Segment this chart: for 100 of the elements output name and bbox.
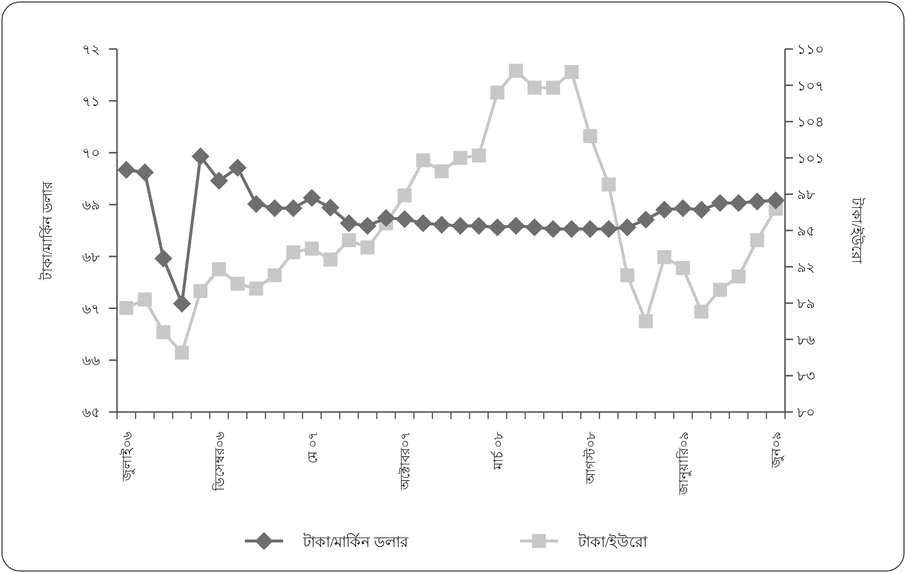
y2-tick-label: ১১০ [797, 43, 824, 58]
y-tick-label: ৬৬ [82, 354, 100, 370]
point [396, 210, 414, 228]
point [340, 214, 358, 232]
point [321, 198, 340, 217]
point [583, 129, 598, 144]
point [138, 292, 152, 306]
point [620, 268, 634, 282]
point [638, 314, 653, 328]
y2-tick-label: ১০১ [797, 152, 824, 167]
point [302, 188, 321, 207]
point [432, 216, 451, 234]
point [711, 194, 730, 212]
y-tick-label: ৭২ [82, 43, 100, 58]
y2-tick-label: ১০৪ [797, 116, 824, 131]
point [358, 216, 376, 235]
point [360, 240, 374, 254]
point [766, 191, 785, 210]
x-tick-label: জুন০৯ [768, 432, 785, 469]
point [268, 268, 282, 282]
point [490, 86, 504, 100]
point [544, 220, 562, 238]
y2-tick-label: ৯৮ [797, 188, 815, 204]
point [228, 158, 247, 177]
point [636, 210, 655, 229]
point [434, 164, 449, 178]
y-tick-label: ৬৭ [82, 302, 100, 318]
point [304, 242, 319, 256]
x-tick-label: জুলাই০৬ [119, 431, 136, 482]
point [416, 153, 430, 168]
y2-tick-label: ৯৫ [797, 224, 815, 240]
point [192, 147, 210, 166]
point [323, 252, 338, 267]
point [730, 194, 748, 212]
point [398, 188, 412, 202]
point [676, 261, 690, 276]
point [247, 195, 266, 214]
point [174, 346, 189, 360]
point [694, 304, 708, 319]
point [657, 250, 672, 264]
y-axis-title: টাকা/মার্কিন ডলার [39, 180, 56, 282]
point [508, 64, 523, 78]
y-tick-label: ৭১ [82, 94, 100, 110]
y-tick-label: ৬৮ [82, 250, 100, 266]
y2-tick-label: ৮৩ [797, 370, 815, 385]
y2-tick-label: ৮৬ [797, 333, 815, 348]
point [506, 216, 525, 235]
y2-axis-title: টাকা/ইউরো [848, 196, 865, 264]
point [342, 233, 356, 248]
y2-tick-label: ৯২ [797, 260, 815, 276]
point [117, 160, 136, 179]
point [230, 276, 245, 291]
point [284, 199, 302, 218]
point [453, 150, 468, 165]
point [154, 250, 172, 268]
point [546, 80, 560, 95]
point [600, 220, 618, 238]
point [692, 200, 710, 219]
point [748, 192, 766, 210]
point [618, 218, 636, 236]
point [212, 262, 226, 276]
point [286, 245, 300, 260]
point [488, 218, 506, 236]
point [472, 148, 486, 162]
point [156, 325, 170, 340]
point [564, 64, 579, 79]
point [562, 220, 581, 238]
x-tick-label: ডিসেম্বর০৬ [212, 431, 228, 492]
point [249, 282, 264, 296]
y-tick-label: ৬৫ [82, 406, 100, 421]
x-tick-label: মে ০৭ [304, 432, 320, 464]
x-tick-label: মার্চ ০৮ [490, 431, 506, 470]
point [674, 199, 692, 218]
y2-tick-label: ৮৯ [797, 297, 815, 312]
point [266, 199, 284, 218]
point [470, 216, 488, 235]
point [528, 80, 542, 95]
point [119, 300, 134, 315]
point [451, 216, 470, 235]
point [194, 284, 208, 298]
legend-label: টাকা/মার্কিন ডলার [302, 533, 409, 551]
x-tick-label: আগস্ট০৮ [583, 431, 598, 485]
point [377, 209, 396, 228]
point [172, 294, 191, 313]
y-tick-label: ৭০ [82, 146, 100, 162]
y2-tick-label: ৮০ [797, 406, 815, 421]
point [655, 200, 674, 219]
x-tick-label: অক্টোবর০৭ [398, 432, 413, 491]
point [750, 233, 764, 248]
y2-tick-label: ১০৭ [797, 79, 824, 94]
point [713, 282, 728, 297]
y-tick-label: ৬৯ [82, 198, 100, 214]
point [210, 172, 228, 190]
point [602, 178, 616, 192]
point [414, 214, 432, 232]
x-tick-label: জানুয়ারি০৯ [676, 432, 692, 496]
legend-label: টাকা/ইউরো [577, 533, 648, 551]
point [732, 269, 746, 284]
point [526, 218, 544, 236]
point [581, 220, 600, 238]
